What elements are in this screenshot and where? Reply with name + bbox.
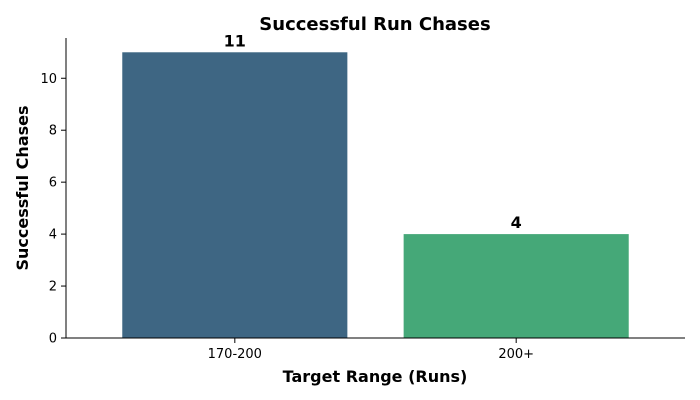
bar-170-200 xyxy=(122,52,348,339)
y-tick-label: 2 xyxy=(49,280,57,295)
y-tick-label: 0 xyxy=(49,332,57,347)
x-tick-label: 200+ xyxy=(498,347,534,362)
y-tick-label: 8 xyxy=(49,124,57,139)
x-axis-label: Target Range (Runs) xyxy=(283,367,468,386)
y-tick-label: 4 xyxy=(49,228,57,243)
plot-area: 11 170-200 4 200+ 0 2 4 6 8 10 xyxy=(40,31,685,362)
bar-200+ xyxy=(403,234,629,338)
chart-title: Successful Run Chases xyxy=(259,14,490,35)
y-tick-label: 10 xyxy=(40,72,57,87)
data-label-200+: 4 xyxy=(511,213,522,232)
y-axis-label: Successful Chases xyxy=(13,105,32,270)
data-label-170-200: 11 xyxy=(224,31,246,50)
y-tick-label: 6 xyxy=(49,176,57,191)
x-tick-label: 170-200 xyxy=(208,347,262,362)
